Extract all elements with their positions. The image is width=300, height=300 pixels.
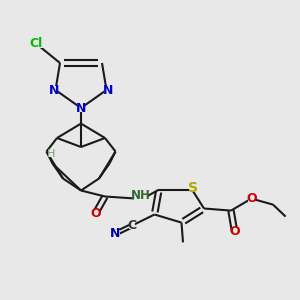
Bar (104, 86, 112, 94)
Bar (134, 191, 147, 200)
Bar (248, 195, 255, 202)
Bar (48, 150, 54, 157)
Text: S: S (188, 181, 198, 195)
Bar (92, 210, 99, 217)
Text: H: H (47, 148, 55, 159)
Bar (50, 86, 58, 94)
Bar (77, 104, 85, 112)
Text: O: O (246, 192, 257, 205)
Text: NH: NH (130, 189, 150, 202)
Bar (29, 39, 43, 48)
Text: O: O (90, 207, 101, 220)
Text: N: N (110, 226, 120, 240)
Text: N: N (49, 83, 59, 97)
Bar (113, 230, 120, 236)
Text: C: C (128, 219, 136, 232)
Bar (231, 228, 238, 235)
Bar (189, 184, 197, 192)
Text: Cl: Cl (29, 37, 43, 50)
Bar (129, 222, 135, 229)
Text: N: N (76, 101, 86, 115)
Text: O: O (229, 225, 240, 238)
Text: N: N (103, 83, 113, 97)
